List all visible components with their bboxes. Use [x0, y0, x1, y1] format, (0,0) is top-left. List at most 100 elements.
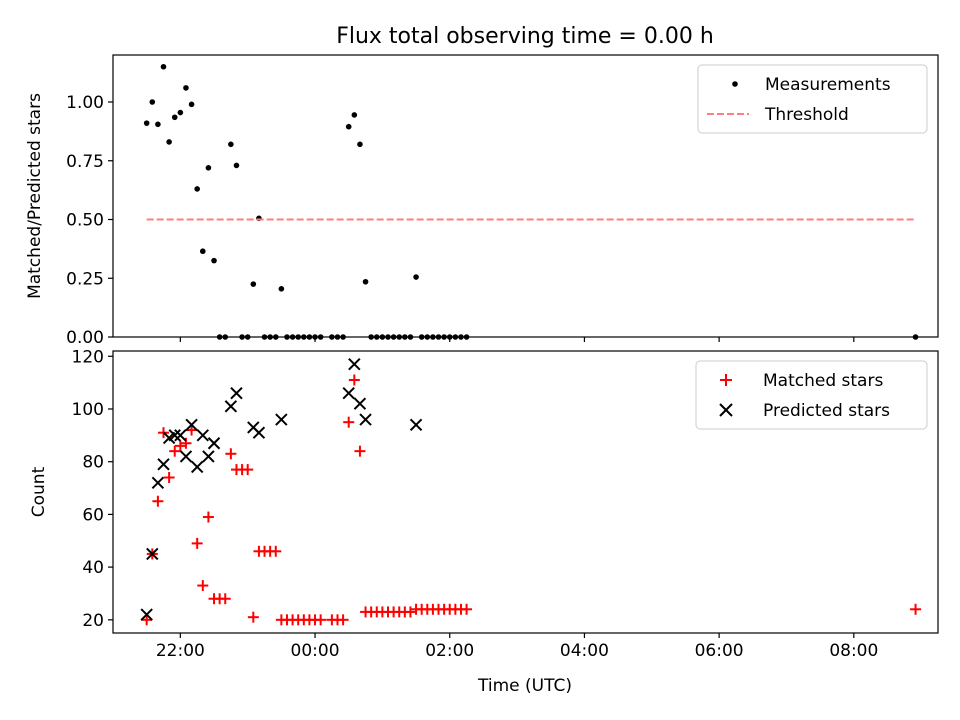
x-axis-label: Time (UTC)	[477, 676, 572, 696]
matched-point-15	[225, 448, 237, 460]
y-tick-label-1-1: 40	[82, 558, 104, 578]
measurement-point-53	[446, 334, 453, 340]
matched-point-5	[169, 445, 181, 457]
x-tick-label-4: 06:00	[695, 641, 744, 661]
measurement-point-40	[373, 334, 380, 340]
matched-point-31	[315, 614, 327, 626]
predicted-point-3	[157, 458, 170, 471]
measurement-point-3	[160, 63, 167, 70]
measurement-point-50	[430, 334, 436, 340]
measurement-point-13	[216, 334, 223, 340]
measurement-point-46	[407, 334, 414, 340]
y-tick-label-1-4: 100	[72, 400, 104, 420]
legend-threshold-label: Threshold	[764, 105, 849, 125]
legend-matched-label: Matched stars	[763, 371, 883, 391]
measurement-point-32	[329, 334, 335, 340]
measurement-point-27	[295, 334, 302, 340]
predicted-point-19	[348, 357, 361, 371]
measurement-point-7	[183, 85, 189, 91]
ratio-panel: Matched/Predicted stars 0.00 0.25 0.50 0.75…	[25, 54, 939, 348]
count-marks	[140, 357, 922, 626]
measurement-point-43	[390, 334, 397, 340]
predicted-point-17	[275, 413, 288, 426]
measurement-point-16	[233, 162, 240, 169]
predicted-point-16	[252, 426, 266, 439]
measurement-point-38	[362, 278, 369, 285]
measurement-point-57	[912, 334, 919, 340]
measurement-point-26	[289, 334, 296, 340]
predicted-point-13	[224, 400, 238, 413]
matched-point-6	[174, 440, 186, 452]
measurement-point-22	[267, 334, 273, 340]
predicted-point-14	[230, 386, 243, 400]
measurement-point-48	[418, 334, 425, 340]
measurement-point-4	[166, 139, 172, 145]
matched-point-8	[186, 424, 198, 436]
measurement-point-45	[402, 334, 408, 340]
y-tick-label-1-2: 60	[82, 505, 104, 525]
measurement-point-2	[155, 121, 161, 128]
matched-point-37	[354, 445, 366, 457]
chart-title: Flux total observing time = 0.00 h	[336, 24, 714, 49]
legend-measurements-label: Measurements	[765, 75, 891, 95]
predicted-point-11	[202, 450, 215, 463]
matched-point-14	[219, 593, 231, 605]
count-legend-box	[695, 360, 928, 430]
predicted-point-20	[353, 397, 367, 410]
ratio-legend: Measurements Threshold	[697, 64, 928, 134]
predicted-point-21	[359, 413, 372, 426]
matched-point-10	[197, 580, 209, 592]
measurement-point-47	[413, 274, 419, 280]
measurement-point-54	[452, 334, 459, 340]
legend-predicted-marker	[719, 403, 733, 417]
measurement-point-52	[441, 334, 447, 340]
measurement-point-21	[261, 334, 268, 340]
matched-point-9	[191, 537, 203, 549]
y-tick-label-1-3: 80	[82, 453, 104, 473]
x-tick-label-3: 04:00	[560, 641, 609, 661]
predicted-point-5	[168, 429, 181, 442]
matched-point-34	[337, 614, 349, 626]
measurement-point-8	[188, 101, 195, 108]
measurement-point-15	[228, 141, 234, 148]
y-tick-label-0-1: 0.25	[66, 269, 104, 289]
y-tick-label-0-3: 0.75	[66, 152, 104, 172]
legend-measurements-marker	[732, 81, 738, 87]
matched-point-23	[270, 545, 282, 557]
predicted-point-8	[185, 418, 198, 432]
measurement-point-14	[222, 334, 229, 340]
y-tick-label-1-0: 20	[82, 611, 104, 631]
measurement-point-19	[250, 281, 257, 287]
x-tick-label-0: 22:00	[156, 641, 205, 661]
measurement-point-5	[171, 114, 178, 121]
predicted-point-2	[151, 476, 165, 489]
matched-point-56	[461, 603, 473, 615]
matched-point-19	[247, 611, 259, 623]
matched-point-4	[163, 472, 175, 484]
count-ticks: 20 40 60 80 100 120 22:00 00:00 02:00 04:00 06:00 0…	[72, 347, 879, 661]
ratio-y-axis-label: Matched/Predicted stars	[25, 93, 45, 299]
count-legend: Matched stars Predicted stars	[695, 360, 928, 430]
measurement-point-28	[301, 334, 307, 340]
y-tick-label-0-2: 0.50	[66, 211, 104, 231]
measurement-point-34	[340, 334, 346, 340]
measurement-point-17	[239, 334, 245, 340]
measurement-point-56	[463, 334, 470, 340]
measurement-point-37	[357, 141, 363, 148]
measurement-point-35	[345, 123, 352, 130]
predicted-point-6	[174, 429, 187, 442]
measurement-point-41	[379, 334, 386, 340]
measurement-point-31	[317, 334, 324, 340]
measurement-point-10	[199, 248, 206, 255]
measurement-point-11	[205, 165, 212, 171]
x-tick-label-1: 00:00	[291, 641, 340, 661]
x-tick-label-2: 02:00	[425, 641, 474, 661]
count-panel: Count Time (UTC) 20 40 60 80 100 120 22:00 00:0…	[29, 347, 939, 696]
measurement-point-23	[272, 334, 279, 340]
matched-point-0	[141, 614, 153, 626]
measurement-point-0	[143, 120, 150, 126]
matched-point-18	[242, 464, 254, 476]
measurement-point-44	[396, 334, 403, 340]
predicted-point-1	[146, 547, 159, 561]
ratio-legend-box	[697, 64, 928, 134]
